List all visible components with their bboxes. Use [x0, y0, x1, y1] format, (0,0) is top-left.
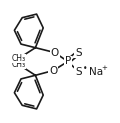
Text: Na: Na [89, 67, 103, 77]
Text: +: + [101, 65, 107, 71]
Text: O: O [49, 66, 57, 76]
Text: CH₃: CH₃ [12, 60, 26, 69]
Text: S: S [75, 47, 82, 57]
Text: S: S [75, 67, 82, 77]
Text: P: P [65, 56, 71, 67]
Text: CH₃: CH₃ [12, 54, 26, 63]
Text: •: • [83, 64, 87, 73]
Text: O: O [51, 47, 59, 57]
